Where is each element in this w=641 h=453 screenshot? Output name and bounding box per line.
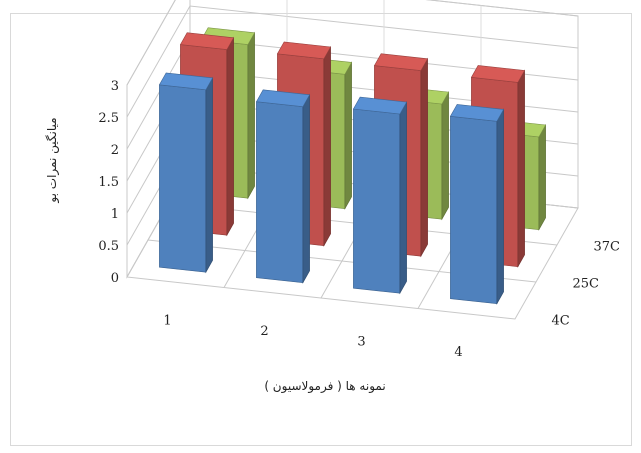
y-tick-label: 3 [111, 79, 119, 94]
bar-top-face [470, 65, 526, 83]
y-tick-label: 0.5 [98, 239, 119, 254]
y-tick-label: 1.5 [98, 175, 119, 190]
gridline [126, 0, 579, 86]
x-tick-label: 4 [454, 345, 462, 360]
y-axis-title: میانگین نمرات بو [45, 117, 60, 203]
bars [158, 27, 547, 305]
bar-side-face [247, 31, 255, 200]
bar-side-face [399, 100, 407, 295]
bar-top-face [449, 104, 505, 122]
bar-4C-1 [158, 72, 214, 274]
y-tick-labels: 0 0.5 1 1.5 2 2.5 3 [98, 79, 119, 286]
bar-side-face [420, 57, 428, 258]
bar-side-face [517, 69, 525, 268]
bar-front-face [353, 108, 401, 294]
gridline [126, 5, 579, 118]
bar-side-face [496, 108, 504, 305]
x-tick-labels: 1 2 3 4 [163, 313, 462, 360]
bar-front-face [450, 115, 498, 305]
y-tick-label: 1 [111, 207, 119, 222]
bar-top-face [158, 72, 214, 91]
bar-side-face [344, 61, 352, 210]
x-tick-label: 2 [260, 324, 268, 339]
bar-side-face [302, 93, 310, 284]
depth-tick-labels: 4C 25C 37C [552, 240, 621, 329]
bar-4C-4 [449, 104, 505, 305]
bar-front-face [256, 101, 304, 284]
y-tick-label: 2.5 [98, 111, 119, 126]
depth-tick-label: 37C [594, 240, 621, 255]
bar-top-face [179, 32, 235, 50]
x-tick-label: 1 [163, 313, 171, 328]
bar-4C-2 [255, 89, 311, 284]
x-tick-label: 3 [357, 334, 365, 349]
bar-top-face [276, 41, 332, 60]
bar-side-face [441, 90, 449, 221]
depth-tick-label: 4C [552, 314, 570, 329]
bar-top-face [352, 96, 408, 115]
bar-side-face [226, 36, 234, 237]
y-tick-label: 0 [111, 271, 119, 286]
bar-4C-3 [352, 96, 408, 295]
bar-top-face [373, 53, 429, 71]
x-axis-title: نمونه ها ( فرمولاسیون ) [264, 379, 385, 394]
bar-side-face [538, 123, 546, 231]
bar-side-face [323, 45, 331, 247]
bar-front-face [159, 84, 207, 273]
y-tick-label: 2 [111, 143, 119, 158]
bar-top-face [255, 89, 311, 108]
depth-tick-label: 25C [573, 277, 600, 292]
bar-side-face [205, 76, 213, 274]
